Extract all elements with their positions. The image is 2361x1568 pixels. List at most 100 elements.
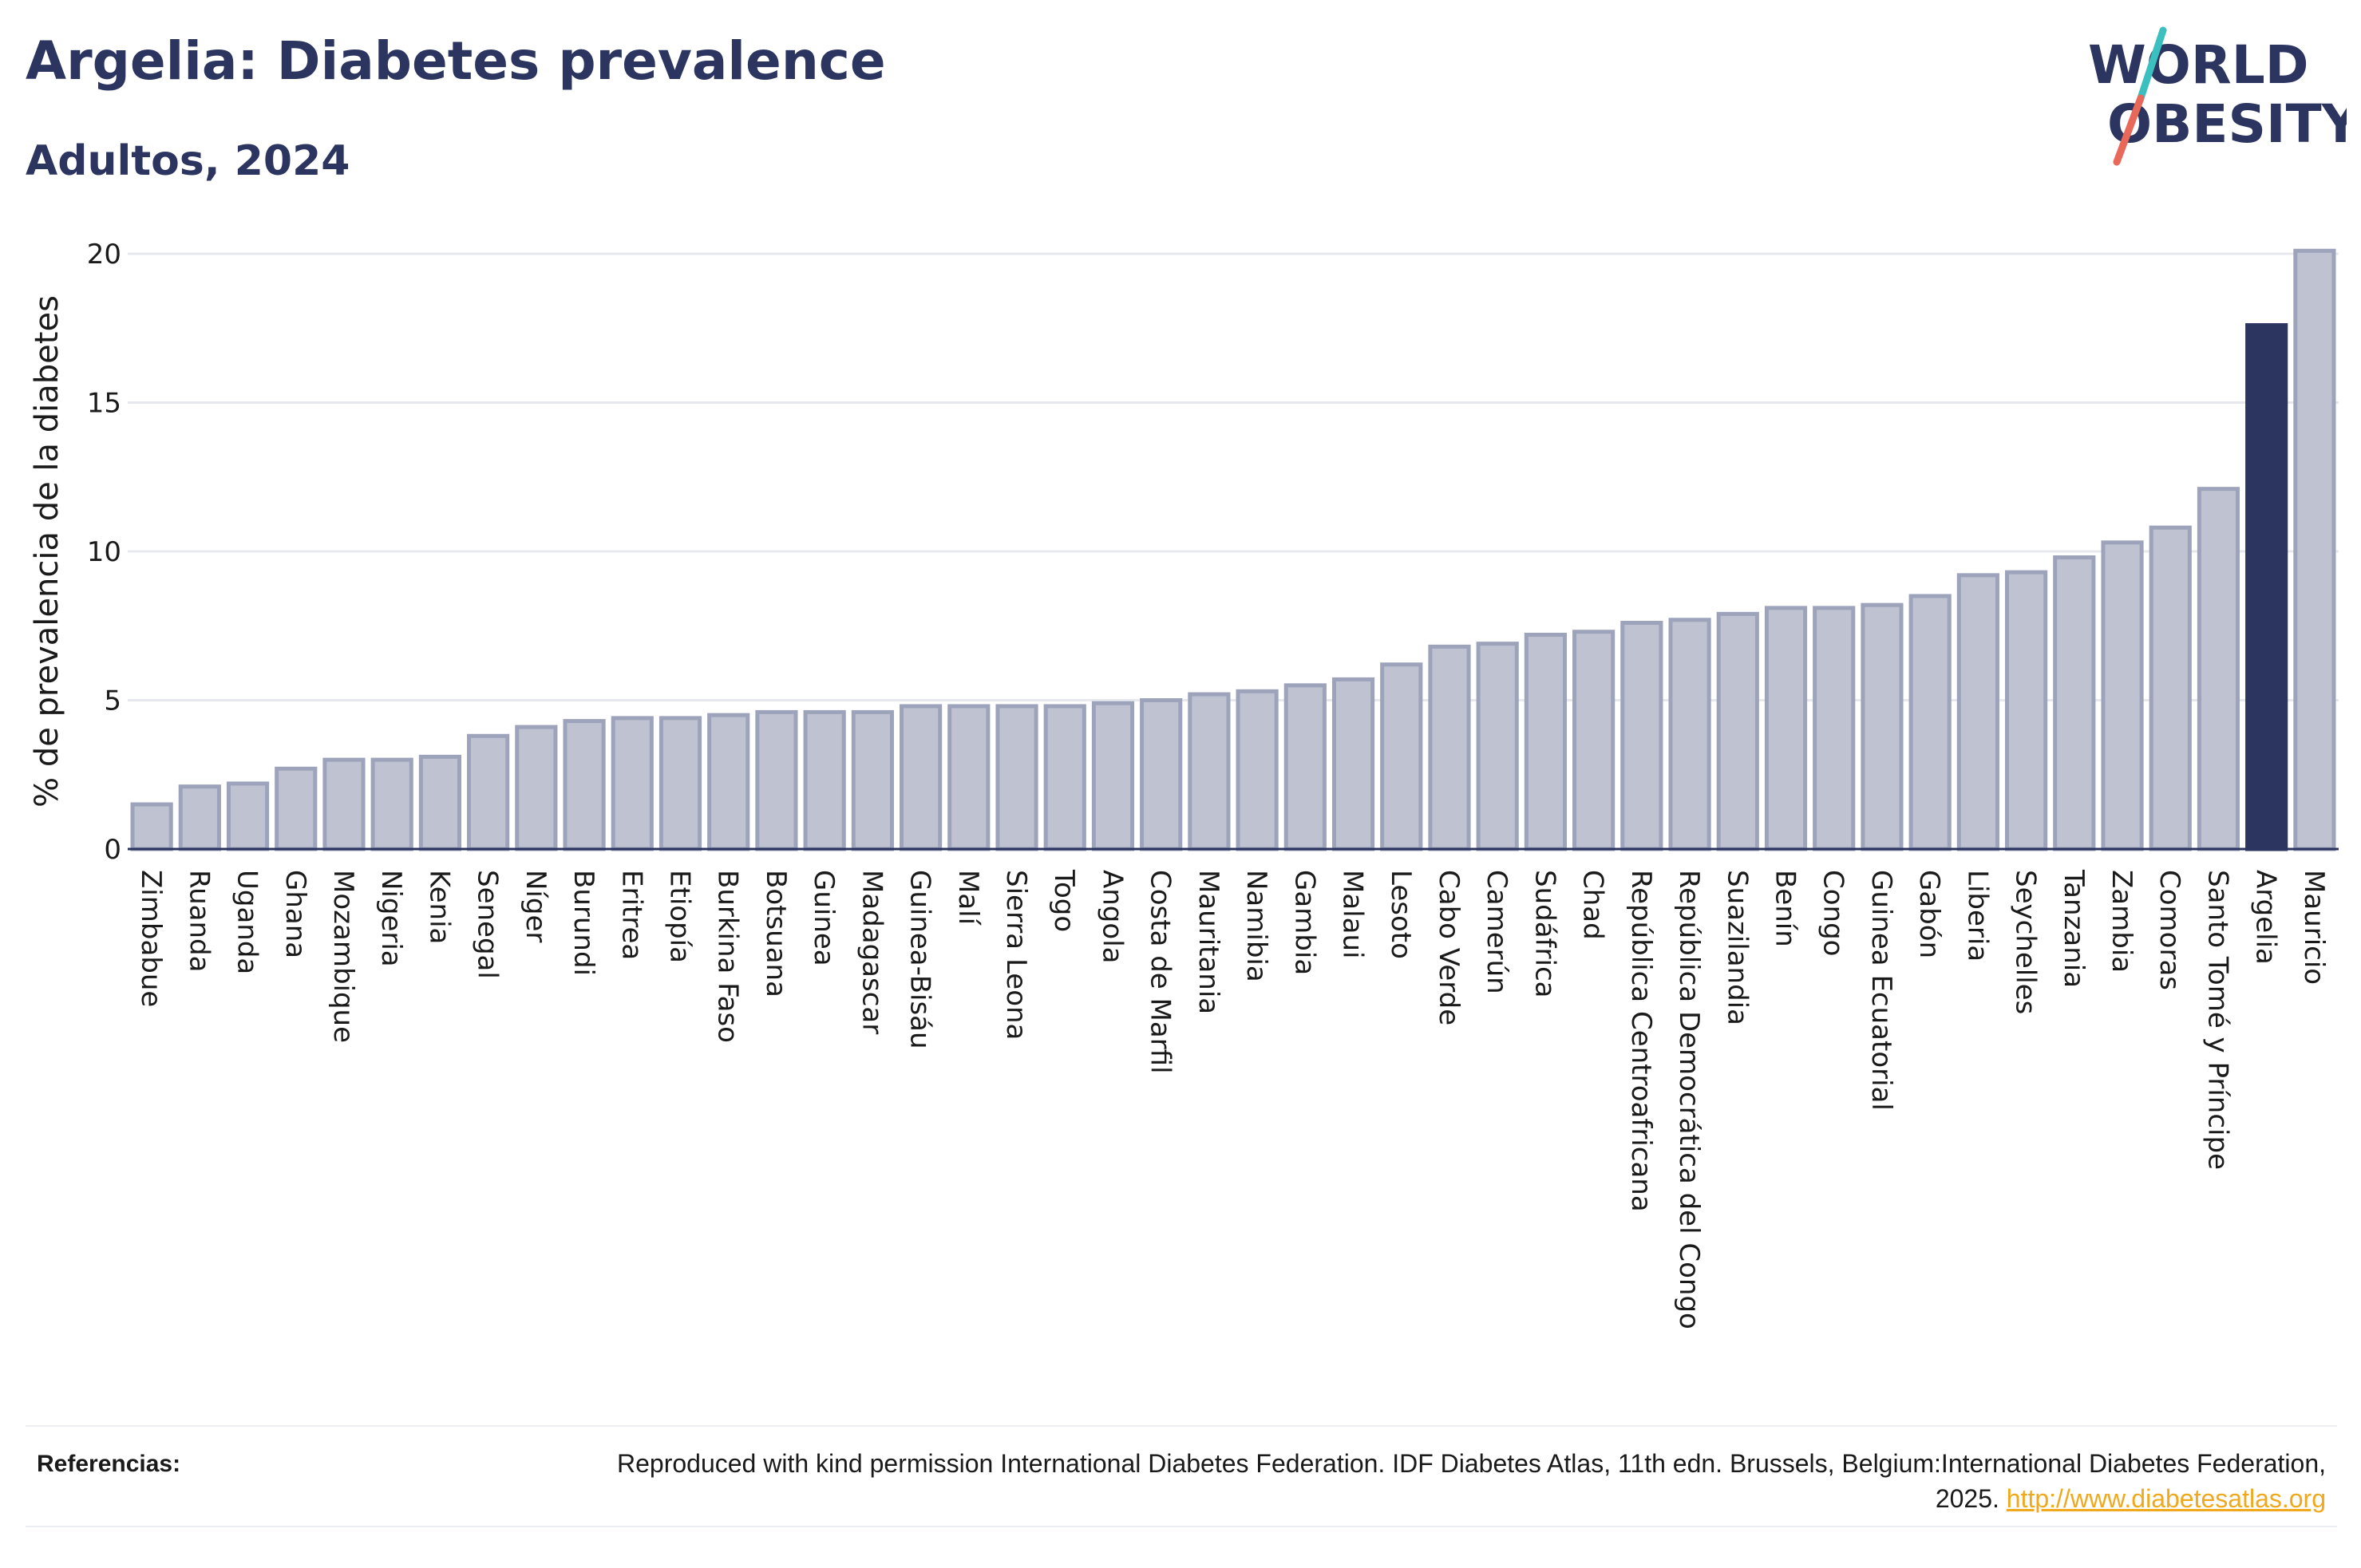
- bar-mauritania: [1188, 692, 1231, 851]
- x-tick-label: Gabón: [1913, 870, 1945, 958]
- bar-namibia: [1236, 689, 1279, 851]
- x-tick-label: Camerún: [1481, 870, 1513, 994]
- y-tick-label: 0: [104, 834, 121, 866]
- bar-camer-n: [1476, 642, 1519, 851]
- references-label: Referencias:: [37, 1451, 181, 1477]
- bar-mauricio: [2293, 248, 2336, 851]
- footer-divider-top: [26, 1425, 2337, 1427]
- x-tick-label: Angola: [1096, 870, 1128, 963]
- bar-angola: [1091, 701, 1135, 851]
- x-tick-label: Nigeria: [375, 870, 407, 967]
- y-axis-title: % de prevalencia de la diabetes: [29, 295, 65, 808]
- logo-slash-bottom: [2113, 94, 2145, 166]
- x-tick-label: Liberia: [1961, 870, 1993, 962]
- x-tick-label: Sudáfrica: [1529, 870, 1560, 997]
- y-tick-label: 15: [87, 388, 121, 420]
- bar-sud-frica: [1524, 632, 1567, 851]
- bar-madagascar: [851, 709, 894, 851]
- bar-chad: [1572, 630, 1616, 851]
- x-tick-label: Eritrea: [615, 870, 647, 960]
- bar-guinea-bis-u: [900, 704, 943, 851]
- x-tick-label: Costa de Marfil: [1145, 870, 1177, 1074]
- references-text: Reproduced with kind permission Internat…: [570, 1446, 2326, 1516]
- bar-ruanda: [178, 784, 221, 851]
- bar-zimbabue: [130, 802, 173, 851]
- y-tick-label: 20: [87, 239, 121, 271]
- y-tick-label: 5: [104, 685, 121, 717]
- bar-liberia: [1956, 573, 1999, 851]
- bar-rep-blica-centroafricana: [1620, 621, 1663, 851]
- x-tick-label: Mauricio: [2298, 870, 2330, 985]
- x-tick-label: Namibia: [1240, 870, 1272, 982]
- x-tick-label: Guinea Ecuatorial: [1865, 870, 1897, 1111]
- bar-ghana: [275, 766, 318, 851]
- bar-etiop-a: [658, 716, 702, 851]
- x-tick-label: Congo: [1817, 870, 1849, 956]
- x-tick-label: Mauritania: [1192, 870, 1224, 1014]
- x-tick-label: Lesoto: [1385, 870, 1417, 959]
- x-tick-label: Madagascar: [856, 870, 888, 1034]
- x-tick-label: Mozambique: [327, 870, 359, 1043]
- x-tick-label: Burkina Faso: [712, 870, 744, 1043]
- x-tick-label: Senegal: [472, 870, 504, 979]
- x-tick-label: Guinea-Bisáu: [904, 870, 936, 1049]
- bar-mozambique: [322, 757, 366, 851]
- chart-subtitle: Adultos, 2024: [26, 137, 350, 185]
- bar-n-ger: [515, 725, 558, 851]
- bar-burkina-faso: [707, 713, 750, 851]
- x-tick-label: Sierra Leona: [1000, 870, 1032, 1040]
- bar-chart: 0 5 10 15 20 % de prevalencia de la diabetes Z…: [29, 239, 2339, 1329]
- x-tick-label: Santo Tomé y Príncipe: [2201, 870, 2233, 1170]
- x-tick-label: Suazilandia: [1721, 870, 1753, 1025]
- references-link[interactable]: http://www.diabetesatlas.org: [2006, 1484, 2326, 1513]
- x-tick-label: Chad: [1577, 870, 1609, 940]
- bar-tanzania: [2053, 555, 2096, 851]
- x-tick-label: Kenia: [423, 870, 455, 944]
- x-tick-label: Zimbabue: [135, 870, 167, 1007]
- bar-senegal: [467, 733, 510, 851]
- x-tick-label: Cabo Verde: [1433, 870, 1465, 1025]
- bar-cabo-verde: [1428, 644, 1471, 851]
- x-tick-label: Tanzania: [2058, 869, 2090, 988]
- x-tick-label: República Centroafricana: [1625, 870, 1657, 1212]
- bar-costa-de-marfil: [1140, 698, 1183, 851]
- bar-gab-n: [1908, 594, 1952, 851]
- x-tick-label: Gambia: [1288, 870, 1320, 975]
- x-tick-label: Botsuana: [760, 870, 792, 997]
- x-tick-label: República Democrática del Congo: [1673, 870, 1705, 1329]
- bar-nigeria: [370, 757, 413, 851]
- bar-seychelles: [2005, 570, 2048, 851]
- x-tick-label: Comoras: [2153, 870, 2185, 990]
- x-tick-label: Argelia: [2250, 870, 2282, 965]
- bar-sierra-leona: [995, 704, 1038, 851]
- x-tick-label: Seychelles: [2010, 870, 2042, 1014]
- bar-ben-n: [1764, 606, 1808, 851]
- x-tick-label: Uganda: [231, 870, 263, 974]
- bar-zambia: [2101, 540, 2144, 851]
- x-tick-label: Níger: [520, 870, 552, 942]
- bar-togo: [1043, 704, 1086, 851]
- world-obesity-logo: WORLD OBESITY: [2088, 26, 2347, 166]
- bar-botsuana: [755, 709, 798, 851]
- x-tick-label: Etiopía: [664, 870, 696, 963]
- bar-lesoto: [1380, 662, 1423, 851]
- x-tick-label: Malaui: [1337, 870, 1369, 958]
- x-tick-label: Guinea: [808, 870, 840, 966]
- bar-argelia: [2245, 323, 2288, 851]
- x-tick-label: Ruanda: [183, 870, 215, 972]
- bar-rep-blica-democr-tica-del-congo: [1668, 618, 1711, 851]
- bar-santo-tom-y-pr-ncipe: [2197, 487, 2240, 851]
- logo-text-obesity: OBESITY: [2107, 93, 2347, 155]
- bar-eritrea: [611, 716, 654, 851]
- bar-mal-: [947, 704, 991, 851]
- x-tick-label: Ghana: [279, 870, 311, 958]
- bar-malaui: [1331, 677, 1375, 851]
- x-tick-label: Malí: [952, 870, 984, 926]
- x-tick-label: Burundi: [568, 870, 599, 976]
- references-body: Reproduced with kind permission Internat…: [616, 1449, 2326, 1513]
- bar-uganda: [226, 781, 270, 851]
- logo-slash-top: [2137, 26, 2167, 102]
- footer-divider-bottom: [26, 1526, 2337, 1527]
- bar-congo: [1813, 606, 1856, 851]
- bar-comoras: [2149, 525, 2192, 851]
